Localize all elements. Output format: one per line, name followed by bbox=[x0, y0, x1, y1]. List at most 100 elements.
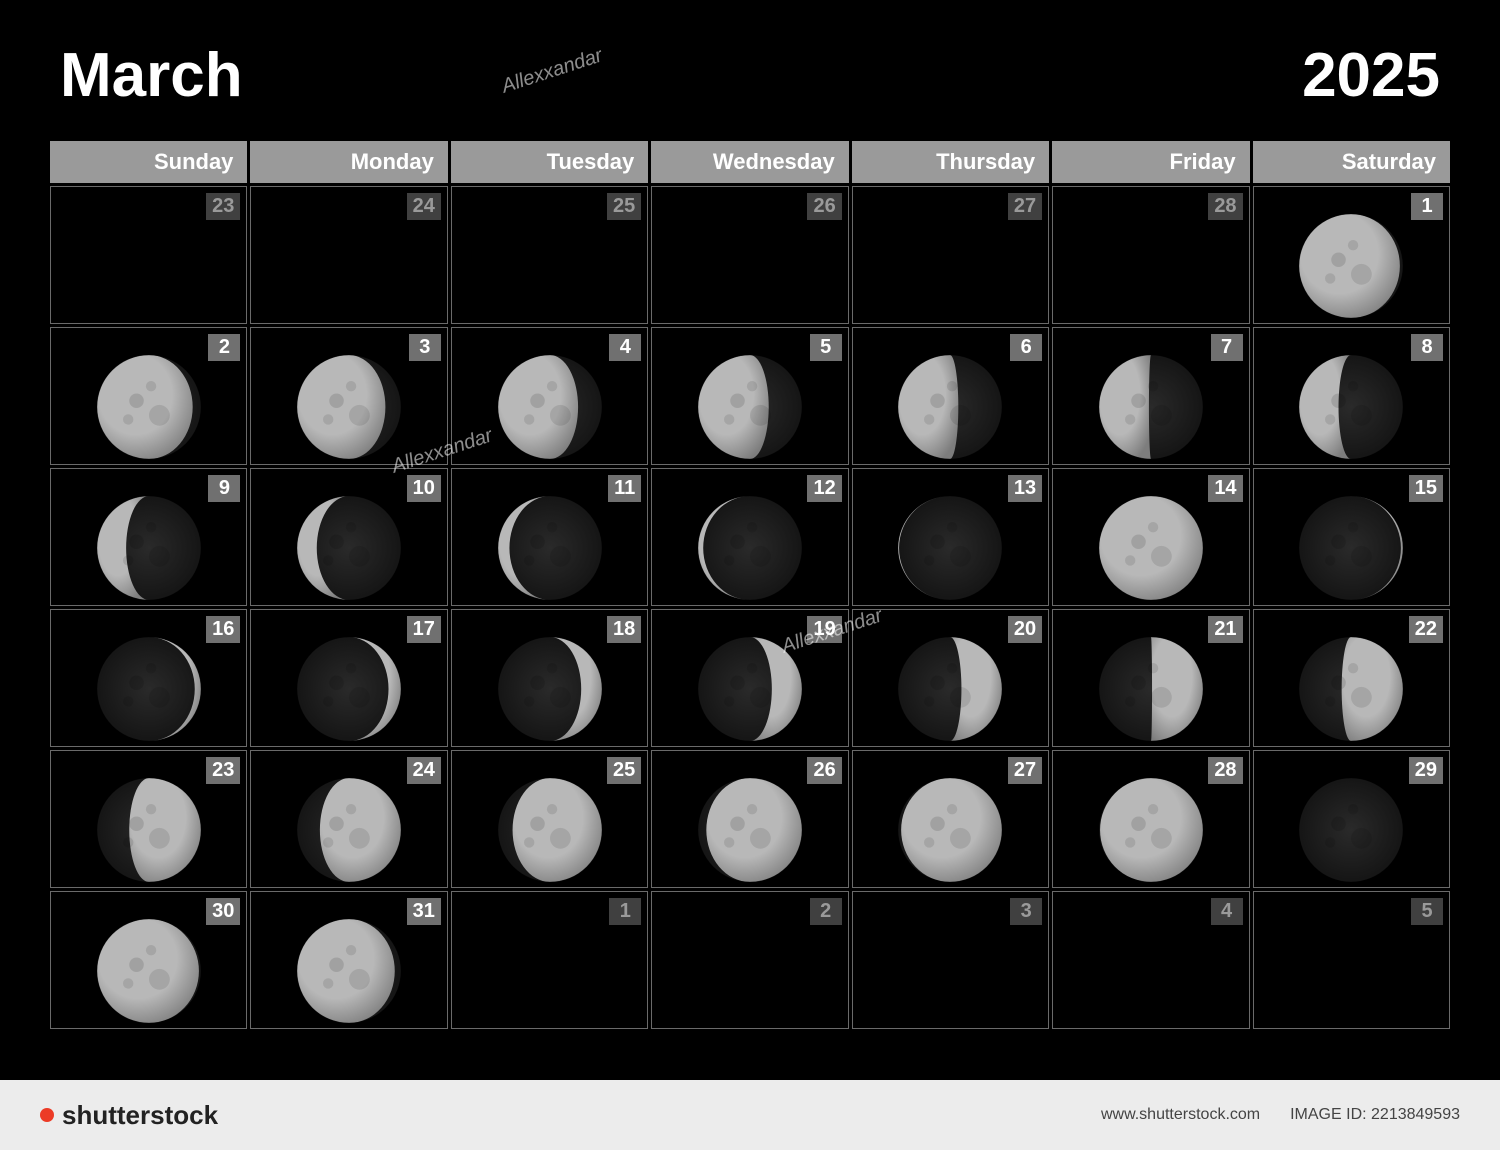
moon-phase-icon bbox=[898, 355, 1002, 459]
shutterstock-logo: shutterstock bbox=[40, 1100, 218, 1131]
calendar-cell: 8 bbox=[1253, 327, 1450, 465]
moon-phase-icon bbox=[297, 919, 401, 1023]
calendar-header: March 2025 bbox=[50, 40, 1450, 111]
calendar-cell: 4 bbox=[451, 327, 648, 465]
day-header: Friday bbox=[1052, 141, 1249, 183]
calendar-cell: 14 bbox=[1052, 468, 1249, 606]
day-number: 3 bbox=[1010, 898, 1042, 925]
moon-phase-icon bbox=[1299, 214, 1403, 318]
day-number: 28 bbox=[1208, 193, 1242, 220]
moon-phase-icon bbox=[97, 919, 201, 1023]
footer-site: www.shutterstock.com bbox=[1101, 1106, 1260, 1124]
moon-phase-icon bbox=[698, 778, 802, 882]
calendar-cell: 13 bbox=[852, 468, 1049, 606]
moon-phase-icon bbox=[297, 496, 401, 600]
moon-phase-icon bbox=[97, 778, 201, 882]
logo-dot-icon bbox=[40, 1108, 54, 1122]
calendar-cell: 9 bbox=[50, 468, 247, 606]
calendar-cell: 23 bbox=[50, 186, 247, 324]
calendar-cell: 25 bbox=[451, 186, 648, 324]
day-number: 25 bbox=[607, 757, 641, 784]
day-number: 4 bbox=[1211, 898, 1243, 925]
calendar-cell: 25 bbox=[451, 750, 648, 888]
lunar-calendar: March 2025 SundayMondayTuesdayWednesdayT… bbox=[0, 0, 1500, 1109]
day-number: 7 bbox=[1211, 334, 1243, 361]
moon-phase-icon bbox=[1099, 637, 1203, 741]
footer-meta: www.shutterstock.com IMAGE ID: 221384959… bbox=[1101, 1106, 1460, 1124]
moon-phase-icon bbox=[498, 778, 602, 882]
day-number: 8 bbox=[1411, 334, 1443, 361]
calendar-cell: 27 bbox=[852, 750, 1049, 888]
day-number: 25 bbox=[607, 193, 641, 220]
day-header: Thursday bbox=[852, 141, 1049, 183]
day-number: 24 bbox=[407, 757, 441, 784]
stock-footer: shutterstock www.shutterstock.com IMAGE … bbox=[0, 1080, 1500, 1150]
calendar-cell: 26 bbox=[651, 186, 848, 324]
calendar-cell: 30 bbox=[50, 891, 247, 1029]
moon-phase-icon bbox=[898, 778, 1002, 882]
calendar-grid: SundayMondayTuesdayWednesdayThursdayFrid… bbox=[50, 141, 1450, 1029]
calendar-cell: 11 bbox=[451, 468, 648, 606]
moon-phase-icon bbox=[898, 637, 1002, 741]
calendar-cell: 27 bbox=[852, 186, 1049, 324]
calendar-cell: 6 bbox=[852, 327, 1049, 465]
moon-phase-icon bbox=[698, 637, 802, 741]
calendar-cell: 16 bbox=[50, 609, 247, 747]
day-number: 4 bbox=[609, 334, 641, 361]
calendar-cell: 10 bbox=[250, 468, 447, 606]
moon-phase-icon bbox=[498, 496, 602, 600]
moon-phase-icon bbox=[97, 496, 201, 600]
day-number: 21 bbox=[1208, 616, 1242, 643]
day-number: 1 bbox=[609, 898, 641, 925]
day-number: 26 bbox=[807, 757, 841, 784]
calendar-cell: 1 bbox=[451, 891, 648, 1029]
day-header: Monday bbox=[250, 141, 447, 183]
day-number: 2 bbox=[208, 334, 240, 361]
calendar-cell: 28 bbox=[1052, 186, 1249, 324]
calendar-cell: 29 bbox=[1253, 750, 1450, 888]
day-number: 23 bbox=[206, 757, 240, 784]
calendar-cell: 2 bbox=[651, 891, 848, 1029]
moon-phase-icon bbox=[1099, 778, 1203, 882]
day-number: 14 bbox=[1208, 475, 1242, 502]
day-number: 27 bbox=[1008, 193, 1042, 220]
day-number: 2 bbox=[810, 898, 842, 925]
moon-phase-icon bbox=[297, 637, 401, 741]
day-number: 31 bbox=[407, 898, 441, 925]
moon-phase-icon bbox=[1299, 778, 1403, 882]
day-number: 28 bbox=[1208, 757, 1242, 784]
calendar-cell: 7 bbox=[1052, 327, 1249, 465]
day-number: 13 bbox=[1008, 475, 1042, 502]
calendar-cell: 19 bbox=[651, 609, 848, 747]
day-number: 29 bbox=[1409, 757, 1443, 784]
day-header: Tuesday bbox=[451, 141, 648, 183]
day-number: 27 bbox=[1008, 757, 1042, 784]
day-number: 15 bbox=[1409, 475, 1443, 502]
moon-phase-icon bbox=[297, 778, 401, 882]
calendar-cell: 31 bbox=[250, 891, 447, 1029]
moon-phase-icon bbox=[698, 496, 802, 600]
footer-image-id: IMAGE ID: 2213849593 bbox=[1290, 1106, 1460, 1124]
moon-phase-icon bbox=[1299, 496, 1403, 600]
calendar-cell: 26 bbox=[651, 750, 848, 888]
day-header: Saturday bbox=[1253, 141, 1450, 183]
moon-phase-icon bbox=[1099, 496, 1203, 600]
calendar-cell: 17 bbox=[250, 609, 447, 747]
calendar-cell: 23 bbox=[50, 750, 247, 888]
calendar-cell: 5 bbox=[651, 327, 848, 465]
day-number: 11 bbox=[608, 475, 641, 502]
day-number: 5 bbox=[810, 334, 842, 361]
day-number: 30 bbox=[206, 898, 240, 925]
day-header: Sunday bbox=[50, 141, 247, 183]
calendar-cell: 4 bbox=[1052, 891, 1249, 1029]
moon-phase-icon bbox=[698, 355, 802, 459]
moon-phase-icon bbox=[297, 355, 401, 459]
day-number: 19 bbox=[807, 616, 841, 643]
moon-phase-icon bbox=[1099, 355, 1203, 459]
moon-phase-icon bbox=[1299, 355, 1403, 459]
day-number: 17 bbox=[407, 616, 441, 643]
day-number: 6 bbox=[1010, 334, 1042, 361]
year-title: 2025 bbox=[1302, 40, 1440, 111]
moon-phase-icon bbox=[498, 637, 602, 741]
day-number: 18 bbox=[607, 616, 641, 643]
